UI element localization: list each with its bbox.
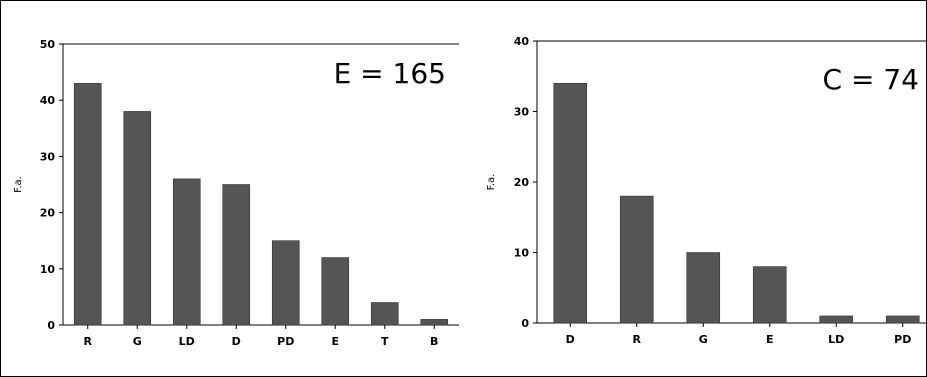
x-tick-label: D (232, 335, 241, 348)
x-tick-label: PD (277, 335, 294, 348)
bar-e (752, 266, 787, 324)
bar-d (553, 83, 588, 324)
y-axis-label: F.a. (486, 174, 497, 191)
bar-b (420, 319, 449, 326)
x-tick-label: B (430, 335, 438, 348)
x-tick-label: R (633, 333, 642, 346)
y-tick-label: 20 (40, 207, 56, 220)
bar-ld (819, 315, 854, 324)
x-tick-label: R (84, 335, 93, 348)
x-tick-label: E (766, 333, 774, 346)
chart-annotation: E = 165 (334, 57, 446, 90)
y-tick-label: 30 (514, 106, 530, 119)
x-tick-label: G (699, 333, 708, 346)
y-tick-label: 40 (514, 35, 530, 48)
y-tick-label: 0 (47, 319, 55, 332)
x-tick-label: LD (179, 335, 195, 348)
chart-right: 0 10 20 30 40 F.a. D R G E LD PD C = 74 (486, 35, 926, 346)
y-tick-label: 0 (521, 317, 529, 330)
chart-annotation: C = 74 (823, 63, 919, 96)
bar-pd (271, 240, 300, 326)
y-tick-label: 10 (40, 263, 56, 276)
x-tick-label: E (331, 335, 339, 348)
bar-r (73, 83, 102, 326)
bar-r (619, 195, 654, 324)
bar-ld (172, 178, 201, 326)
bar-e (321, 257, 350, 326)
y-tick-label: 20 (514, 176, 530, 189)
x-tick-label: LD (828, 333, 844, 346)
bar-g (123, 111, 152, 326)
bar-g (686, 252, 721, 324)
x-tick-label: PD (894, 333, 911, 346)
y-tick-label: 30 (40, 150, 56, 163)
bar-pd (885, 315, 920, 324)
y-tick-label: 10 (514, 247, 530, 260)
chart-left: 0 10 20 30 40 50 F.a. R G LD D PD E T B E = 165 (13, 38, 459, 348)
y-tick-label: 50 (40, 38, 56, 51)
y-tick-label: 40 (40, 94, 56, 107)
y-axis-label: F.a. (13, 176, 24, 193)
bar-d (222, 184, 251, 326)
x-tick-label: G (133, 335, 142, 348)
x-tick-label: D (566, 333, 575, 346)
x-tick-label: T (381, 335, 389, 348)
bar-t (370, 302, 399, 326)
